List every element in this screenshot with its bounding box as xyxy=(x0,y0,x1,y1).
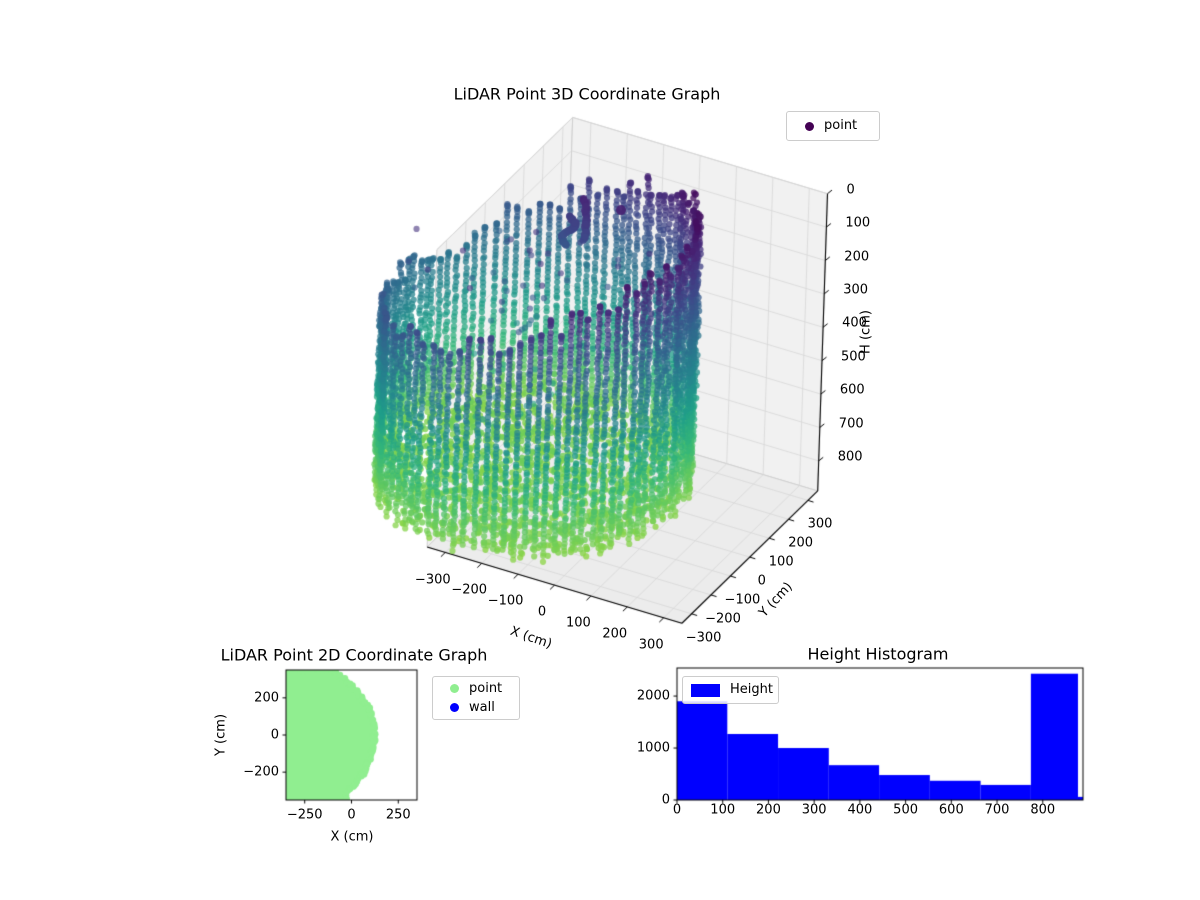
hist-xtick-label: 400 xyxy=(847,802,873,818)
plot2d-ytick-label: −200 xyxy=(243,764,279,780)
hist-title: Height Histogram xyxy=(807,644,949,664)
plot3d-legend-point-label: point xyxy=(824,118,858,133)
height-series-swatch-icon xyxy=(691,683,720,697)
plot3d-ztick-label: 0 xyxy=(846,182,855,198)
plot3d-ytick-label: −200 xyxy=(705,611,741,627)
plot3d-xtick-label: 100 xyxy=(565,615,591,631)
plot3d-ytick-label: 300 xyxy=(807,516,833,532)
plot3d-xtick-label: 200 xyxy=(602,626,628,642)
plot2d-xtick-label: 0 xyxy=(347,807,356,823)
hist-xtick-label: 300 xyxy=(801,802,827,818)
plot2d-legend-row-wall: wall xyxy=(441,700,511,716)
plot3d-ytick-label: −300 xyxy=(685,630,722,646)
plot3d-ztick-label: 400 xyxy=(842,315,867,331)
plot3d-ytick-label: 0 xyxy=(757,573,766,589)
plot3d-ytick-label: −100 xyxy=(724,592,761,608)
plot3d-ztick-label: 200 xyxy=(844,249,870,264)
plot2d-xaxis-label: X (cm) xyxy=(330,829,374,845)
plot2d-title: LiDAR Point 2D Coordinate Graph xyxy=(220,645,488,665)
plot2d-xtick-label: −250 xyxy=(286,807,323,823)
plot3d-xtick-label: −300 xyxy=(414,572,451,588)
hist-xtick-label: 600 xyxy=(938,802,964,818)
hist-xtick-label: 500 xyxy=(893,802,919,818)
hist-legend: Height xyxy=(682,676,779,704)
wall-marker-icon xyxy=(450,703,459,712)
hist-ytick-label: 2000 xyxy=(636,688,670,704)
plot3d-xtick-label: −200 xyxy=(451,582,488,598)
plot3d-title: LiDAR Point 3D Coordinate Graph xyxy=(453,84,721,104)
plot2d-legend-point-label: point xyxy=(469,680,503,696)
plot3d-ytick-label: 100 xyxy=(768,554,794,570)
plot2d-ytick-label: 0 xyxy=(270,727,279,743)
hist-xtick-label: 700 xyxy=(984,802,1010,818)
plot2d-legend: point wall xyxy=(432,676,520,720)
plot2d-xtick-label: 250 xyxy=(385,807,411,823)
plot2d-ytick-label: 200 xyxy=(254,690,279,706)
plot3d-legend-row-point: point xyxy=(795,118,871,134)
hist-xtick-label: 100 xyxy=(710,802,736,818)
hist-xtick-label: 200 xyxy=(756,802,781,818)
plot3d-xtick-label: 300 xyxy=(638,637,664,653)
hist-ytick-label: 0 xyxy=(661,792,670,808)
plot3d-ztick-label: 300 xyxy=(843,282,869,298)
plot3d-xtick-label: −100 xyxy=(487,593,524,609)
plot3d-ytick-label: 200 xyxy=(788,535,814,551)
hist-xtick-label: 800 xyxy=(1030,802,1056,818)
hist-legend-label: Height xyxy=(730,682,773,697)
plot3d-ztick-label: 800 xyxy=(837,449,863,465)
plot2d-legend-wall-label: wall xyxy=(469,699,495,715)
plot3d-ztick-label: 100 xyxy=(845,215,871,231)
plot3d-ztick-label: 600 xyxy=(839,382,865,398)
hist-xtick-label: 0 xyxy=(672,802,682,818)
hist-ytick-label: 1000 xyxy=(636,740,670,756)
plot3d-ztick-label: 700 xyxy=(838,416,864,431)
plot2d-legend-row-point: point xyxy=(441,681,511,697)
plot2d-yaxis-label: Y (cm) xyxy=(213,713,229,757)
plot3d-legend: point xyxy=(786,111,880,141)
hist-legend-row: Height xyxy=(691,682,773,698)
plot3d-xtick-label: 0 xyxy=(537,604,547,620)
point-marker-icon xyxy=(805,121,814,131)
plot3d-ztick-label: 500 xyxy=(841,349,866,365)
point-marker-icon xyxy=(450,684,459,693)
